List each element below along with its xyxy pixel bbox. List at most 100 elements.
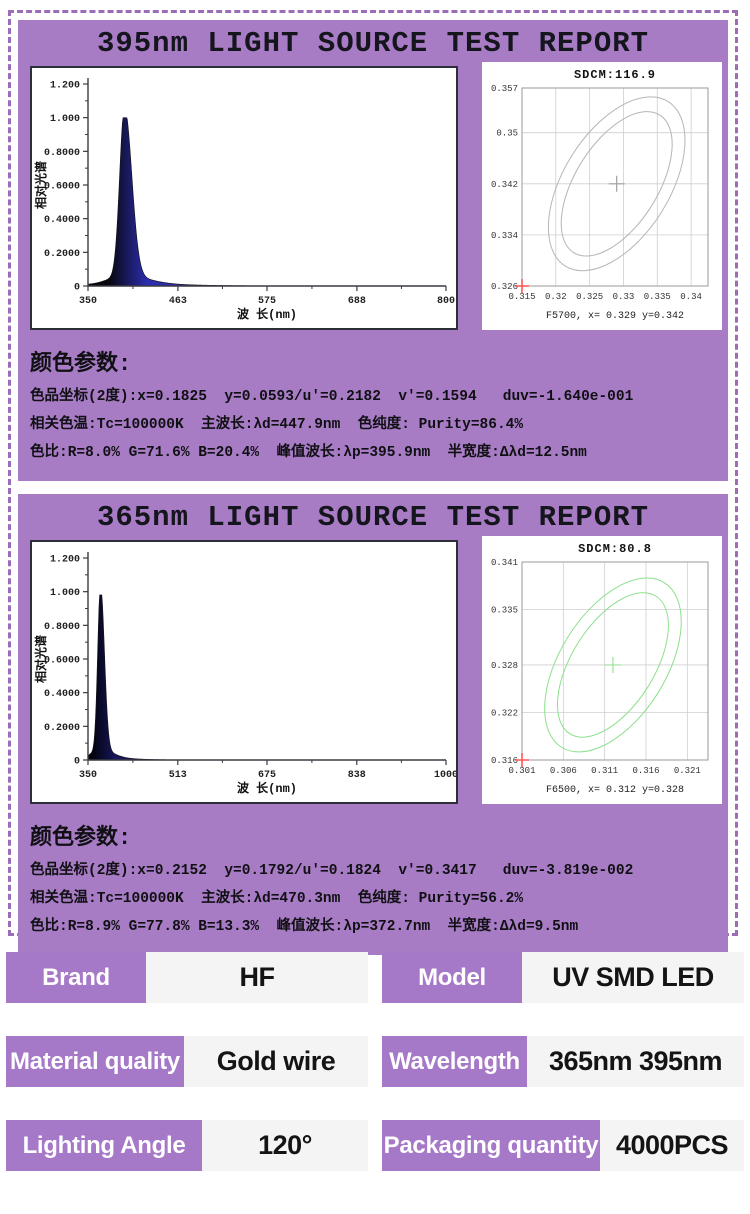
svg-text:0.33: 0.33 [613,292,635,302]
svg-text:0.34: 0.34 [680,292,702,302]
param-line-color-ratio: 色比:R=8.0% G=71.6% B=20.4% 峰值波长:λp=395.9n… [30,445,587,461]
svg-text:0.4000: 0.4000 [44,215,80,226]
svg-text:575: 575 [258,296,276,307]
report-dashed-border: 395nm LIGHT SOURCE TEST REPORT 0 0.2000 0.… [8,10,738,955]
svg-text:1000: 1000 [434,770,456,781]
svg-text:0.35: 0.35 [496,129,518,139]
svg-text:0.334: 0.334 [491,231,518,241]
color-parameters-365nm: 颜色参数: 色品坐标(2度):x=0.2152 y=0.1792/u'=0.18… [18,807,728,953]
svg-text:0.316: 0.316 [491,756,518,766]
spec-label-brand: Brand [6,952,146,1003]
spec-row-2: Material quality Gold wire Wavelength 36… [6,1036,744,1087]
svg-text:0.32: 0.32 [545,292,567,302]
color-parameters-heading: 颜色参数: [30,352,132,377]
svg-text:1.200: 1.200 [50,81,80,92]
svg-text:0.321: 0.321 [674,766,701,776]
product-spec-table: Brand HF Model UV SMD LED Material quali… [6,952,744,1204]
param-line-color-temp: 相关色温:Tc=100000K 主波长:λd=447.9nm 色纯度: Puri… [30,417,524,433]
spectrum-chart-panel-365nm: 0 0.2000 0.4000 0.6000 0.8000 1.000 1.200 350 51… [30,540,458,804]
svg-text:0.6000: 0.6000 [44,656,80,667]
spec-label-packaging-quantity: Packaging quantity [382,1120,600,1171]
svg-text:800: 800 [437,296,455,307]
param-line-chromaticity: 色品坐标(2度):x=0.2152 y=0.1792/u'=0.1824 v'=… [30,863,634,879]
param-line-color-temp: 相关色温:Tc=100000K 主波长:λd=470.3nm 色纯度: Puri… [30,891,524,907]
report-title-395nm: 395nm LIGHT SOURCE TEST REPORT [96,27,650,60]
spectrum-chart-365nm: 0 0.2000 0.4000 0.6000 0.8000 1.000 1.200 350 51… [33,552,456,796]
svg-text:0.2000: 0.2000 [44,723,80,734]
spec-value-wavelength: 365nm 395nm [527,1036,744,1087]
svg-text:波 长(nm): 波 长(nm) [237,780,297,796]
param-line-chromaticity: 色品坐标(2度):x=0.1825 y=0.0593/u'=0.2182 v'=… [30,389,634,405]
svg-text:0.8000: 0.8000 [44,622,80,633]
spec-pair-material: Material quality Gold wire [6,1036,368,1087]
color-parameters-heading: 颜色参数: [30,826,132,851]
svg-text:1.000: 1.000 [50,588,80,599]
svg-text:波 长(nm): 波 长(nm) [237,306,297,322]
svg-text:688: 688 [348,296,366,307]
spec-value-brand: HF [146,952,368,1003]
svg-text:838: 838 [348,770,366,781]
spec-row-3: Lighting Angle 120° Packaging quantity 4… [6,1120,744,1171]
report-title-365nm: 365nm LIGHT SOURCE TEST REPORT [96,501,650,534]
cie-diagram-395nm: SDCM:116.9 0.315 0.32 0.325 0.33 0.335 0.34 0.3… [491,68,709,322]
svg-text:0.328: 0.328 [491,661,518,671]
svg-text:0.311: 0.311 [591,766,618,776]
svg-text:0.325: 0.325 [576,292,603,302]
charts-row-395nm: 0 0.2000 0.4000 0.6000 0.8000 1.000 1.200 350 46… [18,62,728,333]
svg-text:0: 0 [74,283,80,294]
svg-text:0.301: 0.301 [508,766,535,776]
spec-label-material-quality: Material quality [6,1036,184,1087]
spectrum-chart-panel-395nm: 0 0.2000 0.4000 0.6000 0.8000 1.000 1.200 350 46… [30,66,458,330]
spec-pair-lighting-angle: Lighting Angle 120° [6,1120,368,1171]
param-line-color-ratio: 色比:R=8.9% G=77.8% B=13.3% 峰值波长:λp=372.7n… [30,919,579,935]
charts-row-365nm: 0 0.2000 0.4000 0.6000 0.8000 1.000 1.200 350 51… [18,536,728,807]
svg-text:513: 513 [169,770,187,781]
spec-pair-model: Model UV SMD LED [382,952,744,1003]
spec-value-model: UV SMD LED [522,952,744,1003]
svg-text:463: 463 [169,296,187,307]
spec-pair-brand: Brand HF [6,952,368,1003]
svg-text:0.357: 0.357 [491,84,518,94]
spec-label-model: Model [382,952,522,1003]
cie-diagram-365nm: SDCM:80.8 0.301 0.306 0.311 0.316 0.321 0.316 0… [491,542,709,796]
svg-text:0.341: 0.341 [491,558,518,568]
svg-text:0.326: 0.326 [491,282,518,292]
svg-text:F5700, x= 0.329 y=0.342: F5700, x= 0.329 y=0.342 [546,311,684,322]
svg-text:0.8000: 0.8000 [44,148,80,159]
svg-text:350: 350 [79,770,97,781]
svg-text:F6500, x= 0.312 y=0.328: F6500, x= 0.312 y=0.328 [546,785,684,796]
svg-text:0.335: 0.335 [491,606,518,616]
svg-text:相对光谱: 相对光谱 [33,635,49,683]
report-section-365nm: 365nm LIGHT SOURCE TEST REPORT 0 0.2000 0.… [18,494,728,955]
svg-text:0.335: 0.335 [644,292,671,302]
svg-text:0: 0 [74,757,80,768]
spec-label-lighting-angle: Lighting Angle [6,1120,202,1171]
svg-text:SDCM:80.8: SDCM:80.8 [578,542,652,556]
spectrum-chart-395nm: 0 0.2000 0.4000 0.6000 0.8000 1.000 1.200 350 46… [33,78,455,322]
color-parameters-395nm: 颜色参数: 色品坐标(2度):x=0.1825 y=0.0593/u'=0.21… [18,333,728,479]
svg-text:0.316: 0.316 [632,766,659,776]
svg-text:0.6000: 0.6000 [44,182,80,193]
svg-text:0.342: 0.342 [491,180,518,190]
spec-value-packaging-quantity: 4000PCS [600,1120,744,1171]
svg-text:675: 675 [258,770,276,781]
spec-pair-wavelength: Wavelength 365nm 395nm [382,1036,744,1087]
spec-value-material-quality: Gold wire [184,1036,368,1087]
svg-text:相对光谱: 相对光谱 [33,161,49,209]
svg-text:SDCM:116.9: SDCM:116.9 [574,68,656,82]
svg-text:0.315: 0.315 [508,292,535,302]
svg-text:1.000: 1.000 [50,114,80,125]
svg-text:0.306: 0.306 [550,766,577,776]
spec-label-wavelength: Wavelength [382,1036,527,1087]
report-section-395nm: 395nm LIGHT SOURCE TEST REPORT 0 0.2000 0.… [18,20,728,481]
cie-diagram-panel-365nm: SDCM:80.8 0.301 0.306 0.311 0.316 0.321 0.316 0… [482,536,722,804]
spec-row-1: Brand HF Model UV SMD LED [6,952,744,1003]
svg-text:1.200: 1.200 [50,555,80,566]
svg-text:0.2000: 0.2000 [44,249,80,260]
spec-pair-packaging-quantity: Packaging quantity 4000PCS [382,1120,744,1171]
svg-text:0.4000: 0.4000 [44,689,80,700]
svg-text:0.322: 0.322 [491,708,518,718]
svg-text:350: 350 [79,296,97,307]
spec-value-lighting-angle: 120° [202,1120,368,1171]
cie-diagram-panel-395nm: SDCM:116.9 0.315 0.32 0.325 0.33 0.335 0.34 0.3… [482,62,722,330]
